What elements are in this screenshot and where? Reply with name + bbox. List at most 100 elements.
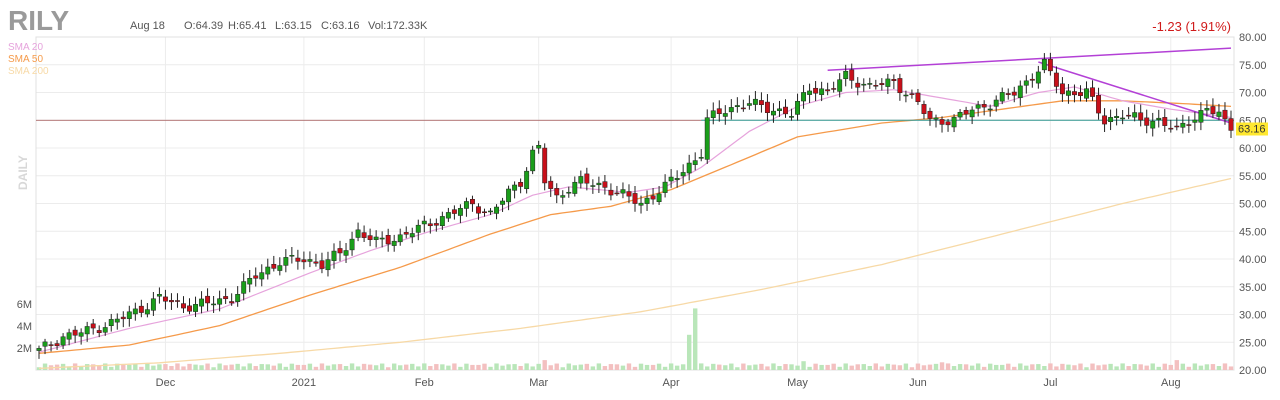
volume-bar — [668, 363, 674, 370]
volume-bar — [470, 364, 475, 370]
candle-body — [60, 336, 66, 346]
sma50-line — [38, 100, 1232, 354]
candle-body — [548, 180, 554, 189]
candle-body — [909, 93, 915, 95]
volume-bar — [175, 363, 180, 370]
volume-bar — [253, 366, 258, 370]
volume-bar — [410, 363, 415, 370]
candle-body — [162, 296, 168, 302]
volume-bar — [1126, 366, 1131, 370]
volume-bar — [849, 365, 854, 370]
candle-body — [84, 326, 90, 335]
volume-bar — [656, 363, 662, 370]
volume-bar — [458, 366, 463, 370]
candle-body — [211, 303, 217, 306]
candle-body — [590, 185, 596, 187]
candle-body — [722, 113, 728, 117]
volume-bar — [229, 364, 234, 370]
legend-sma200: SMA 200 — [8, 66, 49, 77]
volume-bar — [1186, 366, 1192, 370]
candle-body — [1186, 124, 1192, 126]
candle-body — [175, 300, 180, 302]
volume-bar — [440, 364, 445, 370]
candle-body — [1011, 91, 1017, 96]
volume-bar — [343, 366, 349, 370]
candle-body — [993, 99, 999, 107]
candle-body — [42, 341, 48, 347]
candle-body — [602, 181, 608, 188]
candle-body — [668, 176, 674, 182]
candle-body — [114, 318, 120, 323]
volume-bar — [566, 363, 571, 370]
candle-body — [1174, 125, 1180, 128]
volume-bar — [84, 364, 90, 370]
sma200-line — [38, 177, 1232, 369]
candle-body — [271, 263, 277, 269]
header-low: L:63.15 — [275, 20, 312, 32]
candle-body — [325, 259, 331, 271]
y-tick-label: 80.00 — [1239, 32, 1267, 44]
volume-bar — [36, 367, 42, 370]
ticker-symbol: RILY — [8, 5, 70, 36]
volume-bar — [1222, 363, 1228, 370]
y-tick-label: 20.00 — [1239, 365, 1267, 377]
volume-bar — [391, 363, 397, 370]
volume-bar — [903, 363, 909, 370]
volume-bar — [313, 366, 319, 370]
candle-body — [987, 108, 993, 111]
candle-body — [975, 104, 981, 109]
x-tick-label: Apr — [663, 377, 680, 389]
candle-body — [1090, 87, 1095, 97]
volume-bar — [1138, 364, 1143, 370]
volume-bar — [169, 366, 174, 370]
candle-body — [482, 211, 487, 214]
candle-body — [728, 107, 734, 113]
volume-bar — [211, 367, 216, 370]
volume-bar — [1072, 365, 1077, 370]
volume-bar — [717, 364, 722, 370]
volume-bar — [614, 364, 620, 370]
volume-bar — [759, 363, 764, 370]
candle-body — [259, 272, 265, 280]
candle-body — [1138, 112, 1144, 121]
candle-body — [614, 192, 620, 195]
volume-bar — [217, 363, 222, 370]
candle-body — [1180, 122, 1186, 128]
y-tick-label: 40.00 — [1239, 254, 1267, 266]
volume-bar — [331, 364, 337, 370]
volume-bar — [1024, 365, 1029, 370]
candle-body — [476, 206, 481, 214]
candle-body — [120, 316, 126, 320]
volume-bar — [542, 360, 547, 370]
candle-body — [644, 197, 650, 204]
candle-body — [1156, 117, 1162, 120]
candle-body — [1108, 117, 1114, 122]
candle-body — [542, 147, 548, 184]
volume-bar — [1096, 365, 1101, 370]
volume-bar — [1114, 366, 1119, 370]
candle-body — [1168, 127, 1174, 130]
volume-bar — [1120, 363, 1125, 370]
volume-bar — [1198, 365, 1204, 370]
x-tick-label: Aug — [1161, 377, 1181, 389]
candle-body — [716, 108, 722, 114]
candle-body — [560, 195, 566, 198]
volume-bar — [115, 363, 120, 370]
volume-bar — [422, 363, 427, 370]
volume-bar — [1168, 364, 1173, 370]
volume-bar — [825, 364, 830, 370]
candle-body — [692, 160, 698, 165]
volume-bar — [1216, 365, 1222, 370]
volume-bar — [638, 363, 644, 370]
candle-body — [205, 295, 211, 304]
volume-bar — [145, 363, 150, 370]
volume-bar — [789, 364, 794, 370]
volume-bar — [416, 366, 421, 370]
candle-body — [54, 343, 60, 347]
volume-bar — [729, 363, 734, 370]
candle-body — [518, 182, 524, 187]
candle-body — [638, 202, 644, 206]
candle-body — [331, 250, 337, 261]
candle-body — [1065, 90, 1071, 96]
volume-bar — [325, 365, 331, 370]
